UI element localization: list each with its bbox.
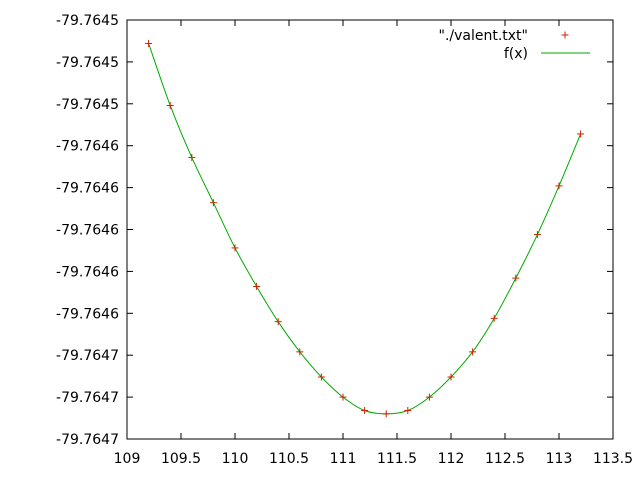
x-tick-label: 111 [330,451,357,467]
data-point [253,282,261,290]
data-point [382,410,390,418]
data-point [231,244,239,252]
data-point [317,373,325,381]
series-line-fit [148,43,582,415]
data-point [469,348,477,356]
data-point [188,153,196,161]
data-point [296,348,304,356]
y-tick-label: -79.7646 [56,223,119,239]
x-tick-label: 110 [222,451,249,467]
x-tick-label: 109.5 [161,451,201,467]
x-tick-label: 113 [546,451,573,467]
data-point [512,274,520,282]
x-axis-ticks: 109 109.5 110 110.5 111 111.5 112 112.5 113 113.5 [114,20,633,467]
y-tick-label: -79.7645 [56,97,119,113]
y-tick-label: -79.7645 [56,13,119,29]
y-axis-ticks: -79.7645 -79.7645 -79.7645 -79.7646 -79.7646… [56,13,613,448]
data-point [274,318,282,326]
y-tick-label: -79.7647 [56,390,119,406]
y-tick-label: -79.7647 [56,348,119,364]
x-tick-label: 112.5 [485,451,525,467]
data-point [533,231,541,239]
data-point [209,199,217,207]
y-tick-label: -79.7645 [56,55,119,71]
x-tick-label: 112 [438,451,465,467]
series-layer [145,39,585,418]
x-tick-label: 110.5 [269,451,309,467]
data-point [555,182,563,190]
legend-label-data: "./valent.txt" [439,28,529,44]
legend: "./valent.txt" f(x) [439,28,590,62]
x-tick-label: 113.5 [593,451,633,467]
y-tick-label: -79.7646 [56,139,119,155]
legend-label-fit: f(x) [504,46,528,62]
y-tick-label: -79.7646 [56,264,119,280]
data-point [145,39,153,47]
x-tick-label: 109 [114,451,141,467]
data-point [577,130,585,138]
data-point [166,101,174,109]
data-point [361,407,369,415]
y-tick-label: -79.7646 [56,181,119,197]
data-point [447,373,455,381]
y-tick-label: -79.7646 [56,306,119,322]
data-point [490,314,498,322]
data-point [425,393,433,401]
data-point [404,407,412,415]
legend-marker-data [561,31,569,39]
x-tick-label: 111.5 [377,451,417,467]
data-point [339,393,347,401]
y-tick-label: -79.7647 [56,432,119,448]
